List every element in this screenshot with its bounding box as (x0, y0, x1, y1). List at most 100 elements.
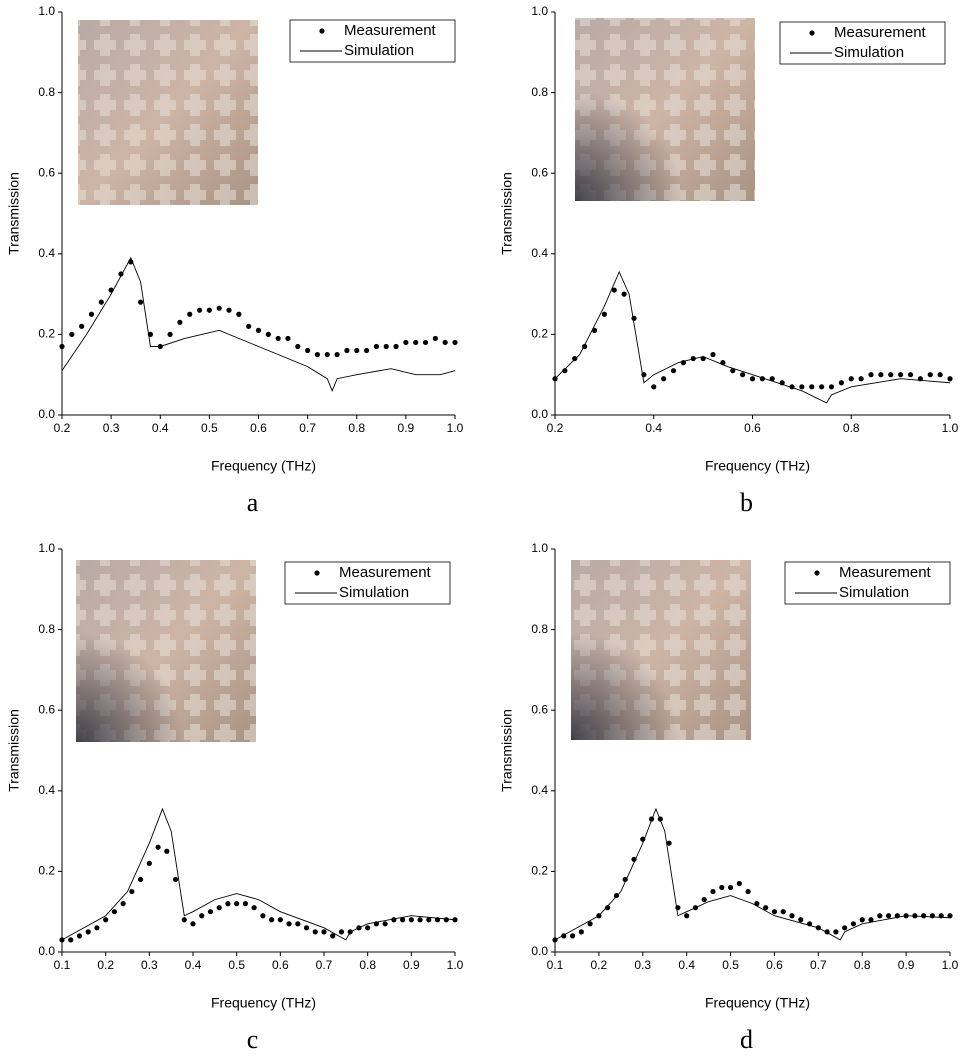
x-tick-label: 0.7 (810, 958, 827, 972)
x-tick-label: 0.5 (201, 421, 218, 435)
data-point (921, 913, 927, 919)
x-axis-label: Frequency (THz) (211, 458, 316, 474)
legend-marker (319, 28, 325, 34)
data-point (661, 376, 667, 382)
data-point (670, 368, 677, 374)
data-point (330, 933, 336, 939)
data-point (314, 351, 321, 358)
y-tick-label: 0.8 (38, 85, 55, 99)
x-tick-label: 0.6 (744, 421, 761, 435)
data-point (578, 929, 584, 935)
data-point (269, 917, 275, 923)
y-tick-label: 0.2 (531, 327, 548, 341)
legend-marker (314, 570, 320, 576)
y-tick-label: 0.6 (38, 702, 55, 716)
x-tick-label: 0.7 (316, 958, 333, 972)
data-point (833, 929, 839, 935)
data-point (324, 351, 330, 358)
data-point (363, 347, 370, 354)
line-series (61, 256, 456, 393)
y-axis-label: Transmission (499, 172, 515, 255)
x-tick-label: 0.2 (97, 958, 114, 972)
data-point (885, 913, 892, 919)
data-point (338, 929, 345, 935)
data-point (382, 921, 388, 927)
data-point (868, 372, 874, 378)
chart: 0.2 0.4 0.6 0.8 1.00.00.20.40.60.81.0Frequen… (499, 4, 959, 517)
x-tick-label: 0.7 (299, 421, 316, 435)
chart: 0.1 0.2 0.3 0.4 0.5 0.6 0.7 0.8 0.9 1.0 0.0 0.2 0.4 0… (499, 541, 959, 1054)
data-point (740, 372, 746, 378)
x-tick-label: 1.0 (447, 421, 464, 435)
data-point (611, 287, 617, 293)
data-point (552, 937, 558, 943)
legend-marker (814, 570, 820, 576)
data-point (285, 335, 291, 342)
data-point (848, 376, 854, 382)
legend-label: Measurement (839, 564, 932, 581)
data-point (947, 913, 953, 919)
data-point (937, 372, 943, 378)
x-tick-label: 0.1 (547, 958, 564, 972)
data-point (393, 343, 399, 350)
data-point (850, 921, 857, 927)
data-point (321, 929, 327, 935)
data-point (403, 339, 409, 346)
data-point (226, 307, 232, 313)
data-point (587, 921, 593, 927)
data-point (422, 339, 429, 346)
x-tick-label: 0.3 (103, 421, 120, 435)
legend-label: Simulation (834, 44, 904, 61)
data-point (255, 327, 262, 333)
data-point (373, 343, 379, 350)
legend-box (284, 561, 451, 605)
y-tick-label: 0.6 (531, 702, 548, 716)
data-point (177, 319, 183, 325)
data-point (155, 844, 161, 850)
data-point (710, 888, 716, 895)
data-point (684, 913, 690, 919)
data-point (763, 905, 769, 911)
y-tick-label: 1.0 (38, 4, 55, 18)
data-point (631, 315, 637, 321)
data-point (391, 917, 397, 923)
y-tick-label: 0.0 (531, 944, 548, 958)
data-point (277, 917, 283, 923)
data-point (736, 880, 742, 887)
data-point (452, 339, 458, 346)
data-point (710, 351, 716, 358)
data-point (138, 299, 144, 305)
x-tick-label: 0.4 (185, 958, 202, 972)
data-point (809, 384, 815, 390)
data-point (727, 884, 734, 891)
data-point (265, 331, 271, 337)
data-point (842, 925, 848, 931)
y-tick-label: 0.8 (38, 622, 55, 636)
data-point (242, 901, 248, 907)
data-point (187, 311, 193, 317)
y-tick-label: 0.0 (531, 407, 548, 421)
data-point (344, 347, 350, 354)
legend-box (784, 561, 951, 605)
data-point (303, 925, 310, 931)
x-tick-label: 0.4 (645, 421, 662, 435)
data-point (907, 372, 914, 378)
data-point (828, 384, 835, 390)
legend-label: Measurement (344, 22, 437, 39)
y-tick-label: 0.2 (531, 864, 548, 878)
data-point (605, 905, 611, 911)
legend-label: Simulation (339, 584, 409, 601)
data-point (719, 884, 725, 891)
data-point (225, 901, 231, 907)
legend-box (289, 19, 456, 63)
data-point (234, 901, 240, 907)
data-point (295, 343, 301, 350)
data-point (569, 933, 576, 939)
data-point (88, 311, 95, 317)
data-point (898, 372, 904, 378)
data-point (443, 917, 449, 923)
data-point (68, 937, 74, 943)
data-point (771, 909, 778, 915)
x-tick-label: 0.2 (547, 421, 564, 435)
y-tick-label: 0.8 (531, 622, 548, 636)
